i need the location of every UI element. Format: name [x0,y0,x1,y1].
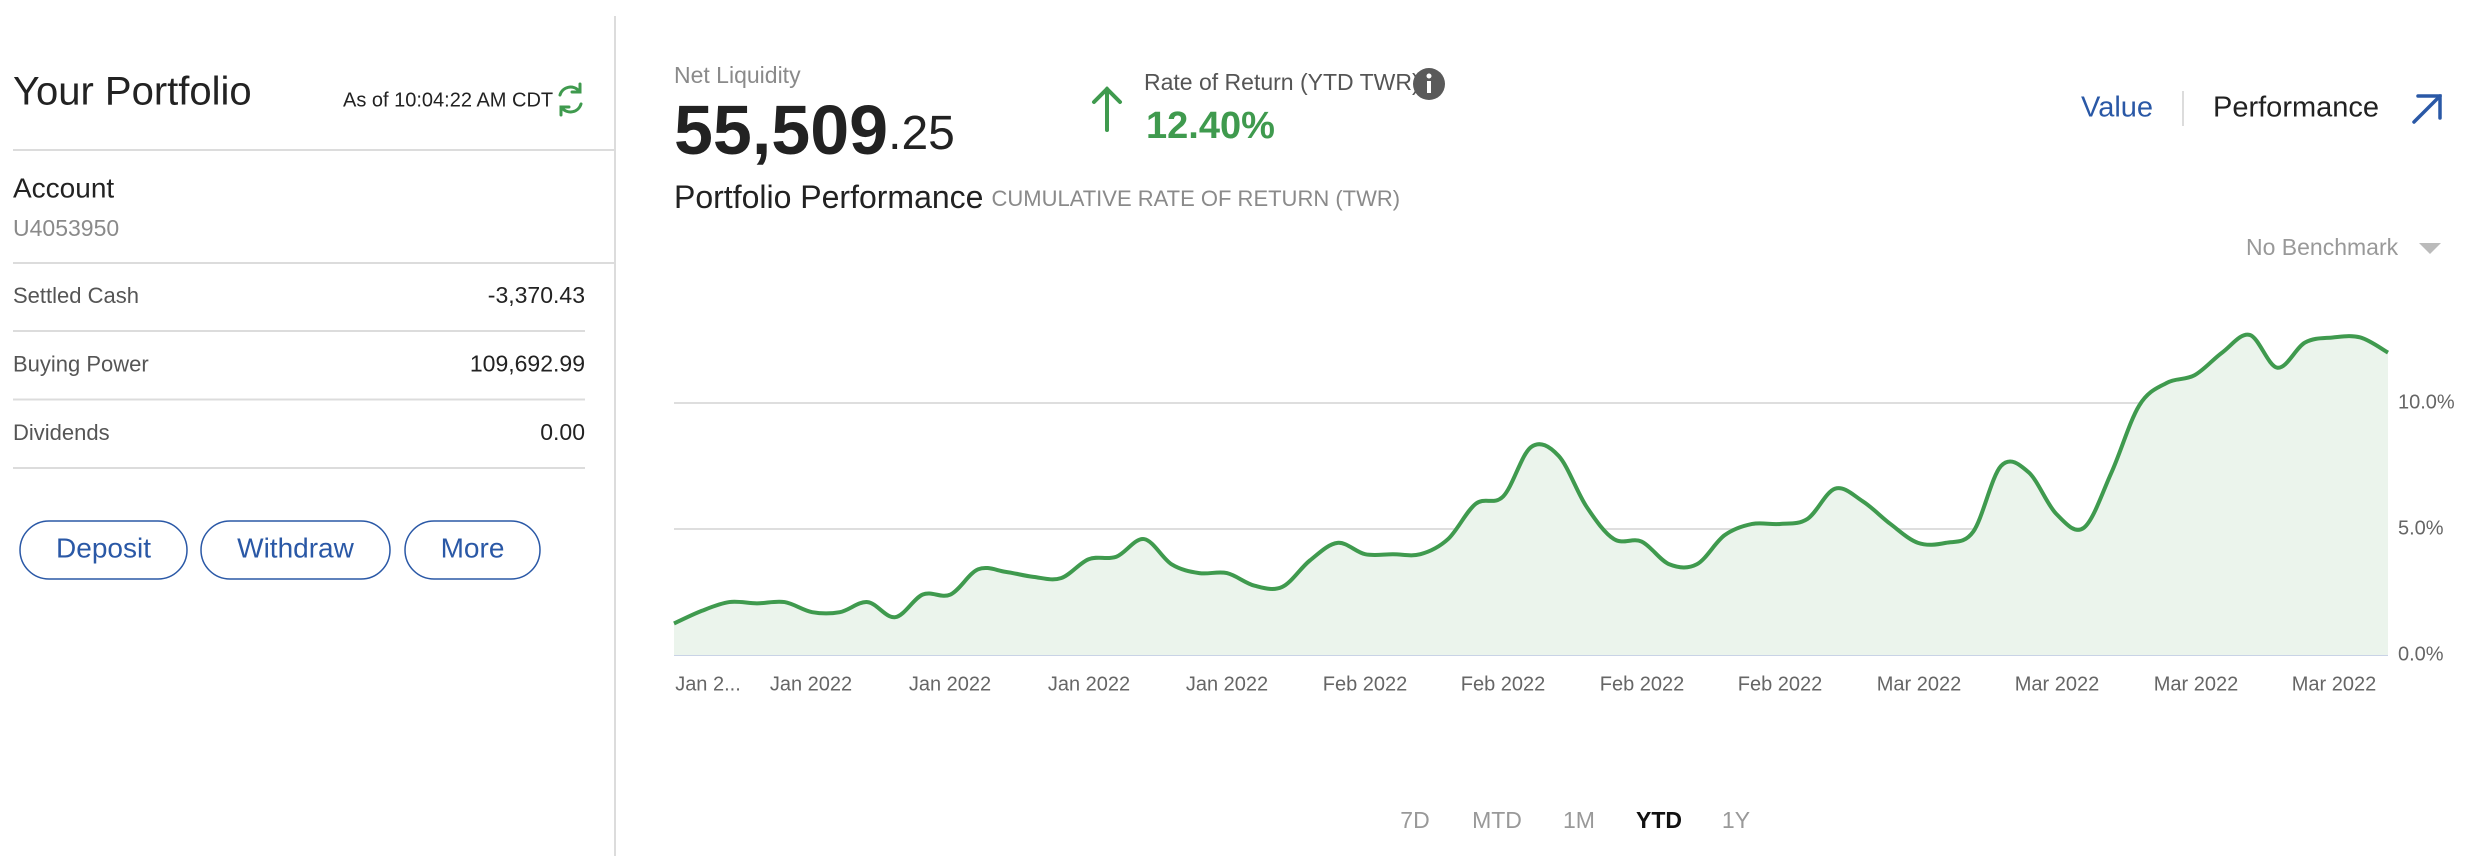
x-tick-label: Jan 2022 [770,673,852,695]
x-tick-label: Mar 2022 [2154,673,2239,695]
range-option[interactable]: 7D [1400,807,1429,833]
x-tick-label: Jan 2022 [1186,673,1268,695]
button-outline[interactable] [19,520,188,580]
y-tick-label: 10.0% [2398,391,2455,413]
net-liquidity: 55,509.25 [674,91,955,169]
row-label: Settled Cash [13,283,139,308]
portfolio-title: Your Portfolio [13,70,252,114]
button-label[interactable]: Withdraw [237,532,354,563]
x-tick-label: Jan 2022 [909,673,991,695]
row-value: 0.00 [540,419,585,445]
button-outline[interactable] [200,520,391,580]
benchmark-select[interactable]: No Benchmark [2246,234,2399,260]
value-tab[interactable]: Value [2081,92,2153,124]
y-tick-label: 5.0% [2398,517,2444,539]
chart-title: Portfolio Performance [674,179,983,215]
net-liquidity-whole: 55,509 [674,91,888,169]
as-of: As of 10:04:22 AM CDT [343,89,553,111]
row-label: Buying Power [13,351,149,376]
range-option[interactable]: 1Y [1722,807,1750,833]
x-tick-label: Feb 2022 [1323,673,1408,695]
chart-subtitle: CUMULATIVE RATE OF RETURN (TWR) [991,186,1400,211]
x-tick-label: Mar 2022 [1877,673,1962,695]
range-option[interactable]: MTD [1472,807,1522,833]
row-value: -3,370.43 [488,282,585,308]
expand-icon[interactable] [2412,94,2442,124]
button[interactable]: Withdraw [200,520,391,580]
up-arrow [1092,86,1122,132]
row-label: Dividends [13,420,110,445]
y-tick-label: 0.0% [2398,643,2444,665]
return-label: Rate of Return (YTD TWR) [1144,69,1420,95]
x-tick-label: Mar 2022 [2015,673,2100,695]
button-label[interactable]: Deposit [56,532,151,563]
button[interactable]: Deposit [19,520,188,580]
x-tick-label: Mar 2022 [2292,673,2377,695]
account-label: Account [13,172,114,203]
x-tick-label: Feb 2022 [1738,673,1823,695]
button[interactable]: More [404,520,541,580]
dropdown-caret[interactable] [2419,243,2441,254]
refresh-icon[interactable] [558,82,583,117]
return-value: 12.40% [1146,105,1275,147]
net-liquidity-fraction: .25 [888,107,955,160]
net-liquidity-label: Net Liquidity [674,62,801,88]
chart-heading: Portfolio Performance CUMULATIVE RATE OF … [674,179,1400,215]
button-label[interactable]: More [441,532,505,563]
x-tick-label: Jan 2022 [1048,673,1130,695]
area-fill [674,334,2388,655]
info-icon[interactable] [1413,68,1445,100]
line [673,332,2390,626]
x-tick-label: Feb 2022 [1461,673,1546,695]
row-value: 109,692.99 [470,351,585,377]
button-outline[interactable] [404,520,541,580]
x-tick-label: Jan 2... [675,673,741,695]
range-option[interactable]: 1M [1563,807,1595,833]
performance-tab[interactable]: Performance [2213,92,2379,124]
x-tick-label: Feb 2022 [1600,673,1685,695]
account-id: U4053950 [13,215,119,241]
range-option[interactable]: YTD [1636,807,1682,833]
